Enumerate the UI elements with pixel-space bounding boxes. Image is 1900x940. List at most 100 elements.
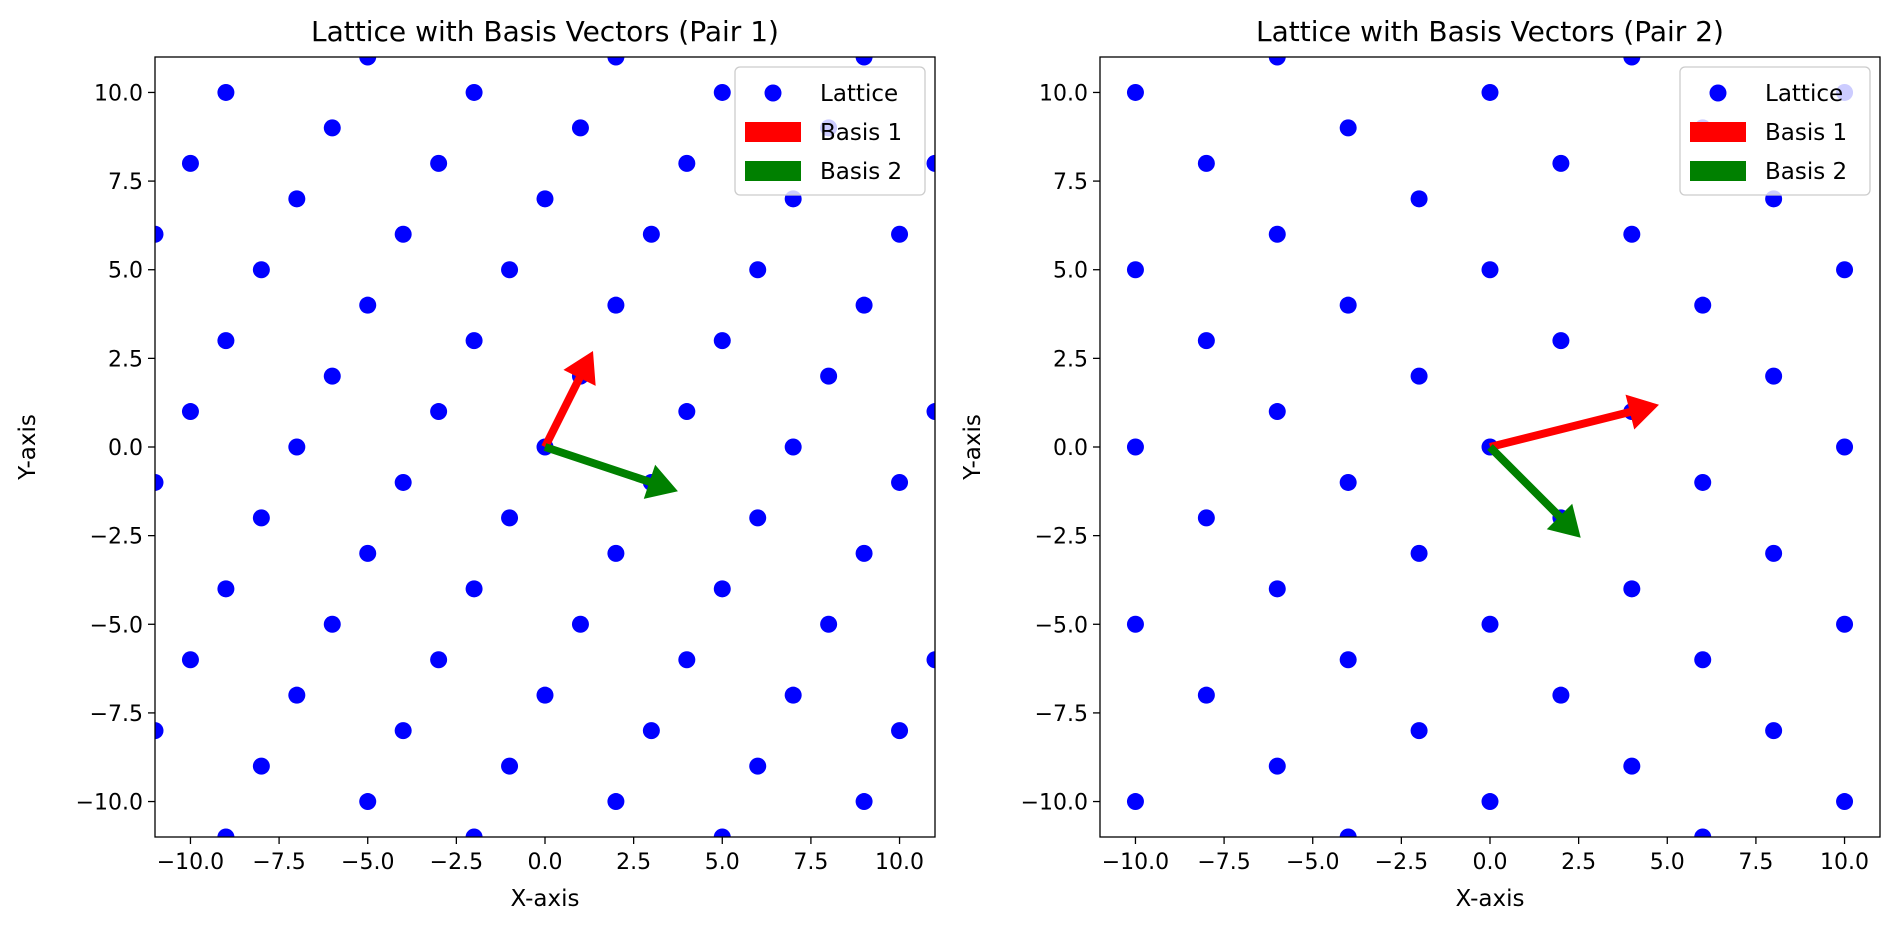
x-tick-label: −10.0 [157, 850, 224, 875]
y-axis-label: Y-axis [15, 414, 41, 481]
lattice-point [749, 757, 767, 775]
lattice-point [678, 403, 696, 421]
lattice-point [181, 403, 199, 421]
y-tick-label: 10.0 [1039, 81, 1088, 106]
x-tick-label: 7.5 [793, 850, 828, 875]
lattice-point [394, 225, 412, 243]
lattice-point [1623, 57, 1641, 66]
y-tick-label: −10.0 [76, 791, 143, 816]
chart-title: Lattice with Basis Vectors (Pair 2) [1256, 15, 1724, 48]
basis-vector-2 [1487, 444, 1581, 538]
lattice-point [323, 615, 341, 633]
lattice-point [713, 83, 731, 101]
lattice-point [891, 225, 909, 243]
lattice-point [642, 722, 660, 740]
lattice-point [855, 296, 873, 314]
lattice-point [288, 190, 306, 208]
lattice-point [1126, 438, 1144, 456]
x-tick-label: −5.0 [1286, 850, 1339, 875]
lattice-point [607, 57, 625, 66]
lattice-point [1410, 190, 1428, 208]
lattice-point [155, 225, 164, 243]
lattice-point [1056, 13, 1073, 30]
lattice-point [1765, 544, 1783, 562]
chart-panel-1: −10.0 −7.5 −5.0 −2.5 0.0 2.5 5.0 7.5 10.0 10.0 7.5… [15, 13, 979, 912]
x-tick-label: 5.0 [1650, 850, 1685, 875]
lattice-point [501, 261, 519, 279]
basis-vector-1 [1489, 394, 1659, 451]
lattice-point [1339, 473, 1357, 491]
lattice-point [430, 403, 448, 421]
y-tick-label: 5.0 [108, 259, 143, 284]
lattice-point [855, 793, 873, 811]
lattice-point [536, 686, 554, 704]
legend-label: Lattice [1765, 81, 1843, 107]
lattice-point [253, 13, 270, 30]
x-axis-label: X-axis [1456, 886, 1525, 912]
y-axis-label: Y-axis [960, 414, 986, 481]
basis-vector-2 [543, 443, 678, 499]
lattice-point [1339, 296, 1357, 314]
x-tick-label: 2.5 [616, 850, 651, 875]
lattice-point [1623, 580, 1641, 598]
y-tick-label: −10.0 [1021, 791, 1088, 816]
lattice-point [1481, 615, 1499, 633]
lattice-point [465, 83, 483, 101]
y-tick-label: −2.5 [1035, 525, 1088, 550]
lattice-point [607, 296, 625, 314]
legend: Lattice Basis 1 Basis 2 [1679, 66, 1871, 196]
lattice-point [926, 154, 935, 172]
lattice-point [855, 57, 873, 66]
lattice-point [111, 49, 128, 66]
lattice-point [1268, 225, 1286, 243]
y-tick-label: 5.0 [1053, 259, 1088, 284]
legend-label: Basis 2 [1765, 159, 1847, 185]
lattice-point [111, 297, 128, 314]
legend-marker-lattice [764, 84, 782, 102]
lattice-point [430, 154, 448, 172]
lattice-point [430, 651, 448, 669]
lattice-point [1410, 722, 1428, 740]
lattice-point [1694, 651, 1712, 669]
lattice-point [784, 438, 802, 456]
x-tick-label: 2.5 [1561, 850, 1596, 875]
lattice-point [1126, 261, 1144, 279]
lattice-point [1126, 793, 1144, 811]
y-tick-label: −5.0 [1035, 613, 1088, 638]
lattice-point [181, 651, 199, 669]
lattice-point [536, 190, 554, 208]
lattice-point [324, 864, 341, 881]
y-tick-label: 0.0 [1053, 436, 1088, 461]
lattice-point [394, 722, 412, 740]
lattice-point [155, 722, 164, 740]
lattice-point [288, 686, 306, 704]
lattice-point [181, 154, 199, 172]
lattice-point [1339, 828, 1357, 837]
lattice-point [820, 615, 838, 633]
lattice-point [1410, 544, 1428, 562]
y-tick-label: 7.5 [108, 170, 143, 195]
lattice-point [891, 722, 909, 740]
lattice-point [607, 544, 625, 562]
x-tick-label: −7.5 [252, 850, 305, 875]
lattice-point [1197, 332, 1215, 350]
lattice-point [323, 367, 341, 385]
lattice-point [962, 829, 979, 846]
y-tick-label: −7.5 [90, 702, 143, 727]
lattice-point [1339, 119, 1357, 137]
lattice-point [1765, 13, 1782, 30]
lattice-point [1552, 332, 1570, 350]
lattice-point [1126, 615, 1144, 633]
y-tick-label: 7.5 [1053, 170, 1088, 195]
x-tick-label: 10.0 [875, 850, 924, 875]
lattice-point [572, 864, 589, 881]
lattice-point [465, 332, 483, 350]
lattice-point [1481, 83, 1499, 101]
lattice-point [713, 828, 731, 837]
lattice-point [1623, 757, 1641, 775]
y-tick-label: 0.0 [108, 436, 143, 461]
lattice-point [1268, 403, 1286, 421]
lattice-point [855, 544, 873, 562]
y-tick-label: 2.5 [108, 347, 143, 372]
lattice-point [359, 57, 377, 66]
